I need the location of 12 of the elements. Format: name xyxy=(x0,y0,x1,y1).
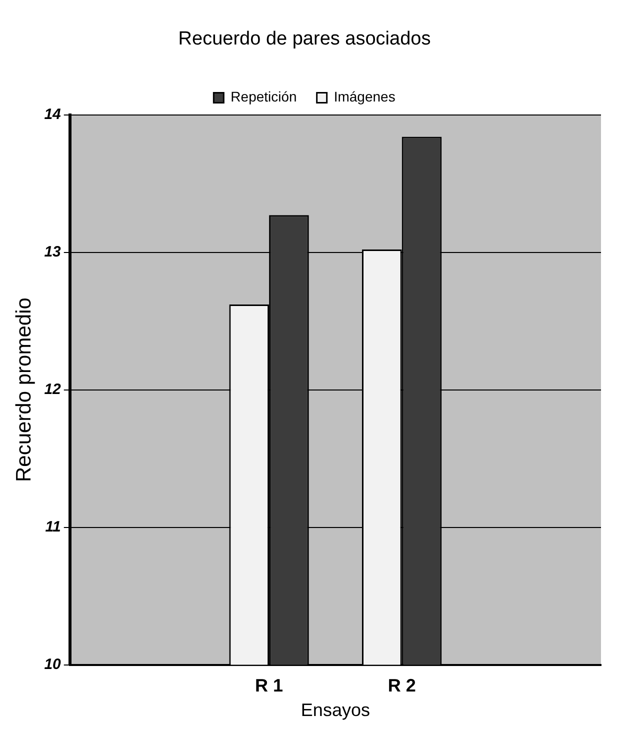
x-tick-label: R 1 xyxy=(255,676,284,696)
y-axis-title: Recuerdo promedio xyxy=(12,298,36,482)
y-tick-label: 11 xyxy=(45,518,61,536)
x-tick-label: R 2 xyxy=(388,676,416,696)
y-tick-label: 10 xyxy=(44,656,62,673)
y-tick-label: 12 xyxy=(44,380,62,398)
x-axis-title: Ensayos xyxy=(300,700,370,720)
y-tick-label: 13 xyxy=(44,243,62,260)
legend-label: Repetición xyxy=(230,88,297,105)
legend-label: Imágenes xyxy=(334,88,396,105)
y-tick-label: 14 xyxy=(44,106,62,123)
chart-title: Recuerdo de pares asociados xyxy=(178,28,431,50)
